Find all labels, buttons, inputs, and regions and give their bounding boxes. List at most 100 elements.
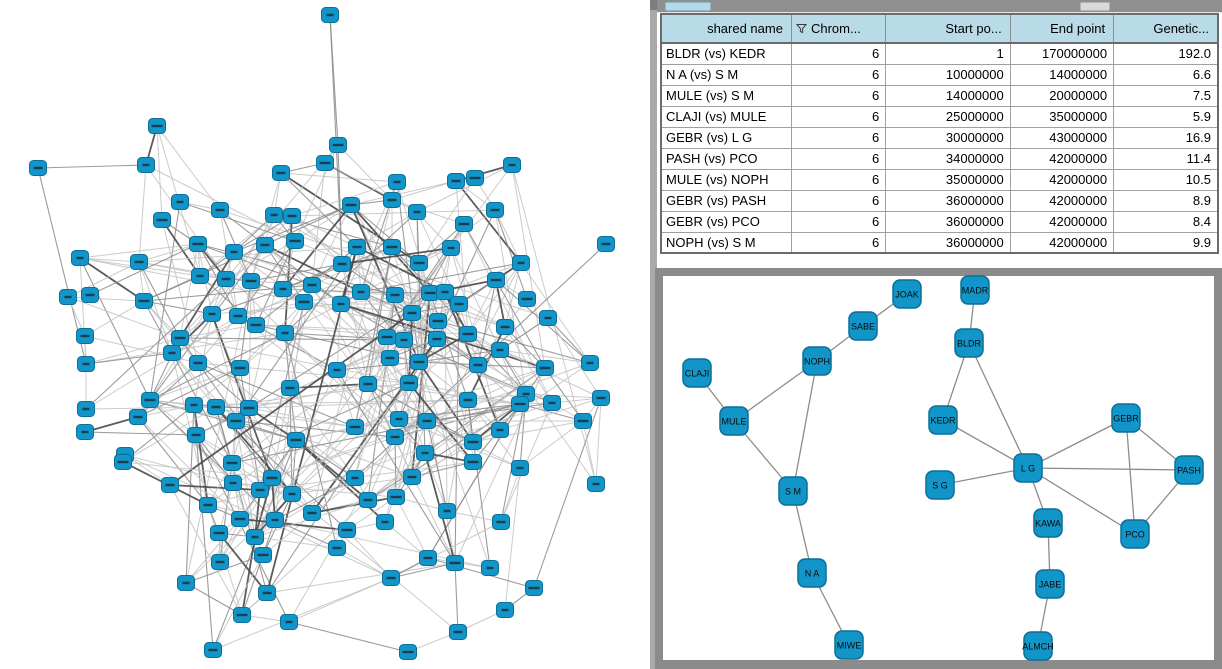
graph-node[interactable] [400,375,418,391]
table-cell[interactable]: GEBR (vs) L G [660,126,792,149]
node-shape[interactable] [925,470,955,500]
table-cell[interactable]: NOPH (vs) S M [660,231,792,254]
graph-node[interactable] [539,310,557,326]
table-cell[interactable]: PASH (vs) PCO [660,147,792,170]
node-shape[interactable] [778,476,808,506]
table-cell[interactable]: 20000000 [1009,84,1115,107]
graph-node[interactable] [229,308,247,324]
filter-icon[interactable] [795,23,807,34]
graph-node[interactable] [287,432,305,448]
table-cell[interactable]: 10.5 [1113,168,1219,191]
table-cell[interactable]: 36000000 [885,231,1011,254]
graph-node[interactable] [376,514,394,530]
column-header-chrom---[interactable]: Chrom... [790,13,887,44]
graph-node[interactable] [466,170,484,186]
graph-node[interactable] [592,390,610,406]
graph-node[interactable] [316,155,334,171]
graph-node[interactable] [446,555,464,571]
node-shape[interactable] [960,275,990,305]
graph-node[interactable] [328,540,346,556]
graph-node[interactable] [382,570,400,586]
graph-node[interactable] [492,514,510,530]
graph-node[interactable] [496,602,514,618]
table-cell[interactable]: 6.6 [1113,63,1219,86]
table-row[interactable]: PASH (vs) PCO 6 34000000 42000000 11.4 [660,147,1219,170]
graph-node[interactable] [129,409,147,425]
graph-node[interactable] [246,529,264,545]
table-cell[interactable]: 10000000 [885,63,1011,86]
graph-node[interactable] [450,296,468,312]
graph-node[interactable] [383,192,401,208]
table-cell[interactable]: 6 [790,147,887,170]
table-cell[interactable]: 42000000 [1009,147,1115,170]
table-row[interactable]: N A (vs) S M 6 10000000 14000000 6.6 [660,63,1219,86]
graph-node[interactable] [525,580,543,596]
table-cell[interactable]: GEBR (vs) PCO [660,210,792,233]
graph-node[interactable] [223,455,241,471]
column-header-end-point[interactable]: End point [1009,13,1115,44]
graph-node-s-g[interactable]: S G [925,470,955,500]
node-shape[interactable] [1174,455,1204,485]
node-shape[interactable] [1035,569,1065,599]
graph-node-miwe[interactable]: MIWE [834,630,864,660]
graph-node[interactable] [487,272,505,288]
graph-node[interactable] [274,281,292,297]
graph-node[interactable] [199,497,217,513]
graph-node[interactable] [153,212,171,228]
panel-divider[interactable] [650,0,657,669]
graph-node[interactable] [436,284,454,300]
graph-node[interactable] [185,397,203,413]
table-cell[interactable]: 192.0 [1113,42,1219,65]
table-cell[interactable]: 6 [790,189,887,212]
graph-node[interactable] [130,254,148,270]
graph-node[interactable] [224,475,242,491]
graph-node[interactable] [416,445,434,461]
graph-node[interactable] [403,469,421,485]
graph-node[interactable] [381,350,399,366]
table-cell[interactable]: 43000000 [1009,126,1115,149]
graph-node[interactable] [418,413,436,429]
table-cell[interactable]: GEBR (vs) PASH [660,189,792,212]
graph-node[interactable] [211,202,229,218]
node-shape[interactable] [848,311,878,341]
graph-node[interactable] [386,287,404,303]
graph-node[interactable] [256,237,274,253]
graph-node[interactable] [410,255,428,271]
graph-node[interactable] [211,554,229,570]
table-cell[interactable]: 6 [790,63,887,86]
table-cell[interactable]: 6 [790,210,887,233]
graph-node-n-a[interactable]: N A [797,558,827,588]
graph-node[interactable] [231,360,249,376]
network-detail-canvas[interactable]: JOAK MADR SABE BLDR NOPH CLAJI MULE KEDR GEBR L G… [655,268,1222,669]
table-cell[interactable]: 30000000 [885,126,1011,149]
graph-node[interactable] [332,296,350,312]
table-row[interactable]: MULE (vs) S M 6 14000000 20000000 7.5 [660,84,1219,107]
graph-node-jabe[interactable]: JABE [1035,569,1065,599]
table-cell[interactable]: 35000000 [1009,105,1115,128]
graph-node[interactable] [359,376,377,392]
graph-node[interactable] [581,355,599,371]
horizontal-scrollbar[interactable] [657,0,1222,13]
graph-node[interactable] [410,354,428,370]
graph-node[interactable] [171,194,189,210]
table-cell[interactable]: 6 [790,168,887,191]
graph-node-kedr[interactable]: KEDR [928,405,958,435]
graph-node-madr[interactable]: MADR [960,275,990,305]
graph-node[interactable] [512,255,530,271]
network-detail-panel[interactable]: JOAK MADR SABE BLDR NOPH CLAJI MULE KEDR GEBR L G… [655,268,1222,669]
network-overview-canvas[interactable] [0,0,650,669]
graph-node[interactable] [265,207,283,223]
graph-node[interactable] [254,547,272,563]
graph-node[interactable] [81,287,99,303]
graph-node[interactable] [359,492,377,508]
graph-node[interactable] [352,284,370,300]
graph-node[interactable] [217,271,235,287]
table-cell[interactable]: 6 [790,105,887,128]
table-cell[interactable]: 5.9 [1113,105,1219,128]
graph-node[interactable] [283,208,301,224]
graph-node[interactable] [280,614,298,630]
table-cell[interactable]: 1 [885,42,1011,65]
graph-node[interactable] [240,400,258,416]
graph-node[interactable] [76,424,94,440]
node-shape[interactable] [682,358,712,388]
